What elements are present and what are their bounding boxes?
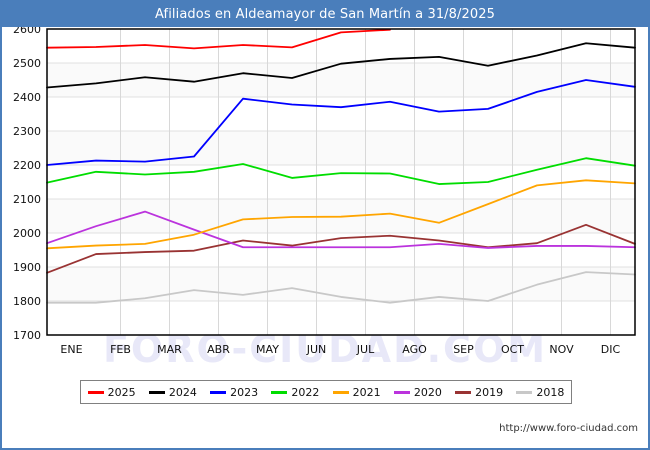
x-axis-tick-label: DIC bbox=[601, 343, 621, 356]
page-title: Afiliados en Aldeamayor de San Martín a … bbox=[155, 7, 495, 22]
legend-label-2019: 2019 bbox=[475, 385, 504, 399]
legend-item-2019[interactable]: 2019 bbox=[455, 386, 503, 399]
y-axis-tick-label: 2100 bbox=[13, 193, 41, 206]
legend-item-2023[interactable]: 2023 bbox=[210, 386, 258, 399]
y-axis-tick-label: 2000 bbox=[13, 227, 41, 240]
x-axis-tick-label: JUL bbox=[356, 343, 375, 356]
series-line-2025 bbox=[46, 28, 391, 50]
x-axis-tick-label: JUN bbox=[306, 343, 327, 356]
y-axis-tick-label: 2200 bbox=[13, 159, 41, 172]
grid-band bbox=[47, 63, 635, 97]
legend-swatch-2025 bbox=[87, 390, 104, 394]
legend-swatch-2018 bbox=[516, 390, 533, 394]
legend-label-2025: 2025 bbox=[107, 385, 136, 399]
legend-swatch-2024 bbox=[148, 390, 165, 394]
y-axis-tick-label: 1900 bbox=[13, 261, 41, 274]
y-axis-tick-label: 2600 bbox=[13, 27, 41, 36]
series-line-2021 bbox=[46, 179, 636, 250]
chart-canvas: FORO-CIUDAD.COM 1700 1800 1900 2000 2100 2200… bbox=[2, 27, 648, 448]
legend-swatch-2020 bbox=[393, 390, 410, 394]
legend-label-2018: 2018 bbox=[536, 385, 565, 399]
y-axis-tick-label: 1700 bbox=[13, 329, 41, 342]
chart-legend: 2025 2024 2023 2022 2021 2020 2019 2018 bbox=[80, 380, 572, 404]
legend-label-2021: 2021 bbox=[352, 385, 381, 399]
x-axis-tick-label: NOV bbox=[549, 343, 574, 356]
legend-item-2024[interactable]: 2024 bbox=[148, 385, 197, 399]
grid-band bbox=[47, 267, 635, 301]
legend-label-2023: 2023 bbox=[230, 385, 259, 399]
series-line-2019 bbox=[46, 223, 636, 274]
legend-item-2021[interactable]: 2021 bbox=[332, 385, 381, 399]
y-axis-tick-label: 2500 bbox=[13, 57, 41, 70]
series-line-2018 bbox=[46, 271, 636, 304]
legend-swatch-2021 bbox=[332, 390, 349, 394]
legend-item-2022[interactable]: 2022 bbox=[271, 386, 319, 399]
y-axis-tick-label: 2300 bbox=[13, 125, 41, 138]
x-axis-tick-label: FEB bbox=[110, 343, 131, 356]
x-axis-tick-label: SEP bbox=[453, 343, 474, 356]
legend-swatch-2023 bbox=[210, 390, 227, 394]
legend-label-2022: 2022 bbox=[291, 385, 320, 399]
legend-item-2020[interactable]: 2020 bbox=[393, 385, 442, 399]
window-title-bar: Afiliados en Aldeamayor de San Martín a … bbox=[2, 2, 648, 27]
x-axis-tick-label: ABR bbox=[207, 343, 230, 356]
x-axis-tick-label: OCT bbox=[501, 343, 524, 356]
series-line-2022 bbox=[46, 157, 636, 185]
grid-band bbox=[47, 301, 635, 335]
legend-swatch-2019 bbox=[455, 390, 472, 394]
y-axis-tick-label: 2400 bbox=[13, 91, 41, 104]
source-url: http://www.foro-ciudad.com bbox=[499, 423, 638, 434]
legend-item-2025[interactable]: 2025 bbox=[87, 385, 136, 399]
x-axis-tick-label: ENE bbox=[60, 343, 82, 356]
x-axis-tick-label: MAY bbox=[256, 343, 279, 356]
x-axis-tick-label: AGO bbox=[402, 343, 427, 356]
series-line-2024 bbox=[46, 42, 636, 89]
line-chart-plot: 1700 1800 1900 2000 2100 2200 2300 2400 2500 2600… bbox=[13, 27, 636, 356]
legend-swatch-2022 bbox=[271, 390, 288, 394]
y-axis-tick-label: 1800 bbox=[13, 295, 41, 308]
grid-band bbox=[47, 165, 635, 199]
legend-label-2020: 2020 bbox=[413, 385, 442, 399]
grid-band bbox=[47, 97, 635, 131]
series-line-2023 bbox=[46, 79, 636, 166]
legend-item-2018[interactable]: 2018 bbox=[516, 386, 564, 399]
plot-frame bbox=[46, 28, 636, 336]
legend-label-2024: 2024 bbox=[168, 385, 197, 399]
series-line-2020 bbox=[46, 210, 636, 249]
x-axis-tick-label: MAR bbox=[157, 343, 182, 356]
grid-band bbox=[47, 29, 635, 63]
grid-band bbox=[47, 131, 635, 165]
